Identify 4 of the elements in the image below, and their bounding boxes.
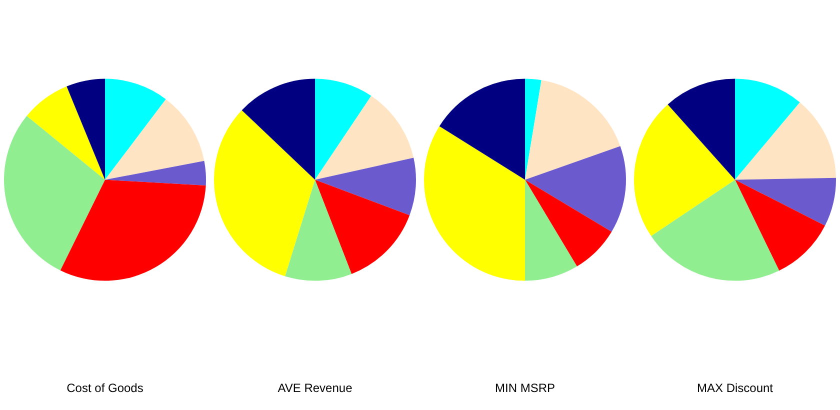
- text: MIN MSRP: [495, 381, 555, 396]
- text: AVE Revenue: [278, 381, 353, 396]
- text: Cost of Goods: [66, 381, 144, 396]
- text: MAX Discount: [696, 381, 774, 396]
